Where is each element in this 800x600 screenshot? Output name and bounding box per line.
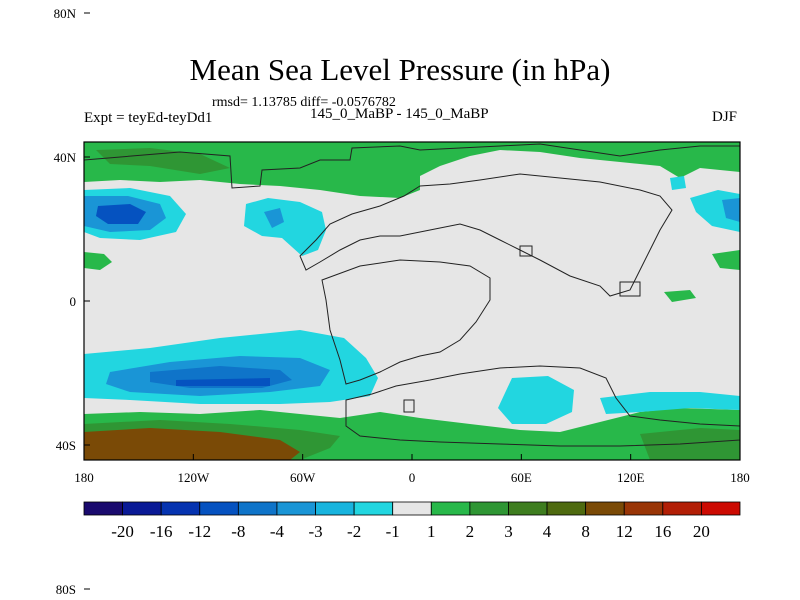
north-pacific-low-core <box>96 204 146 224</box>
colorbar-swatch <box>662 501 702 516</box>
colorbar-label: 4 <box>543 522 552 541</box>
colorbar-label: 3 <box>504 522 513 541</box>
indian-ocean-positive-patch <box>664 290 696 302</box>
lon-tick-label: 0 <box>409 470 416 485</box>
lon-tick-label: 180 <box>730 470 750 485</box>
small-island-outline-2 <box>519 245 533 257</box>
arctic-positive-core <box>96 148 230 174</box>
colorbar-label: -12 <box>188 522 211 541</box>
central-continent-outline <box>321 259 491 385</box>
colorbar-swatch <box>237 501 278 516</box>
colorbar-label: 8 <box>581 522 590 541</box>
contour-field <box>84 142 740 460</box>
lat-tick-label: 80S <box>56 582 76 597</box>
colorbar-label: -20 <box>111 522 134 541</box>
lon-tick-label: 120W <box>177 470 210 485</box>
small-island-outline-1 <box>619 281 641 297</box>
lat-tick-label: 40S <box>56 438 76 453</box>
rmsd-diff-stats: rmsd= 1.13785 diff= -0.0576782 <box>212 95 396 110</box>
lon-tick-label: 60W <box>290 470 316 485</box>
season-label: DJF <box>712 109 738 125</box>
south-pacific-low-core <box>176 378 270 386</box>
map-title: Mean Sea Level Pressure (in hPa) <box>189 52 611 87</box>
colorbar-swatch <box>701 501 741 516</box>
colorbar-swatch <box>276 501 316 516</box>
small-arctic-low <box>670 176 686 190</box>
colorbar-label: -8 <box>231 522 245 541</box>
lat-tick-label: 80N <box>54 6 77 21</box>
colorbar-swatch <box>199 501 239 516</box>
colorbar-label: 16 <box>654 522 671 541</box>
colorbar-swatch <box>430 501 471 516</box>
colorbar-label: 2 <box>466 522 475 541</box>
east-pacific-positive-patch <box>712 250 740 270</box>
small-island-outline-3 <box>403 399 415 413</box>
west-pacific-positive-patch <box>84 252 112 270</box>
experiment-names: 145_0_MaBP - 145_0_MaBP <box>310 106 489 122</box>
colorbar-swatch <box>353 501 394 516</box>
colorbar-swatch <box>585 501 625 516</box>
lon-tick-label: 180 <box>74 470 94 485</box>
north-continent-outline <box>299 173 673 297</box>
colorbar: -20 -16 -12 -8 -4 -3 -2 -1 1 2 3 4 8 12 16 20 <box>83 501 741 541</box>
colorbar-swatch <box>160 501 201 516</box>
colorbar-swatch <box>469 501 509 516</box>
arctic-positive-band <box>84 142 740 198</box>
colorbar-swatch <box>392 501 432 516</box>
colorbar-label: 12 <box>616 522 633 541</box>
colorbar-label: -16 <box>150 522 173 541</box>
east-pacific-low-core <box>722 198 740 222</box>
lon-tick-label: 60E <box>511 470 532 485</box>
coastlines <box>84 143 740 447</box>
lon-tick-label: 120E <box>617 470 645 485</box>
experiment-label: Expt = teyEd-teyDd1 <box>84 110 213 126</box>
north-atlantic-low-core <box>264 208 284 228</box>
colorbar-label: -2 <box>347 522 361 541</box>
colorbar-swatch <box>623 501 664 516</box>
colorbar-label: 20 <box>693 522 710 541</box>
south-east-low <box>600 392 740 414</box>
colorbar-label: -1 <box>386 522 400 541</box>
colorbar-label: -3 <box>308 522 322 541</box>
colorbar-swatch <box>508 501 548 516</box>
colorbar-swatch <box>546 501 587 516</box>
map-axes: 180 120W 60W 0 60E 120E 180 80N 40N 0 40S 80S <box>54 6 750 597</box>
colorbar-label: 1 <box>427 522 436 541</box>
antarctic-positive-core <box>84 428 300 460</box>
lat-tick-label: 0 <box>70 294 77 309</box>
colorbar-swatch <box>315 501 355 516</box>
lat-tick-label: 40N <box>54 150 77 165</box>
colorbar-swatch <box>122 501 162 516</box>
colorbar-label: -4 <box>270 522 285 541</box>
northern-landmass-outline <box>84 143 740 189</box>
southeast-positive-patch <box>640 428 740 460</box>
southern-continent-outline <box>345 365 740 447</box>
colorbar-swatch <box>83 501 123 516</box>
south-indian-low <box>498 376 574 424</box>
